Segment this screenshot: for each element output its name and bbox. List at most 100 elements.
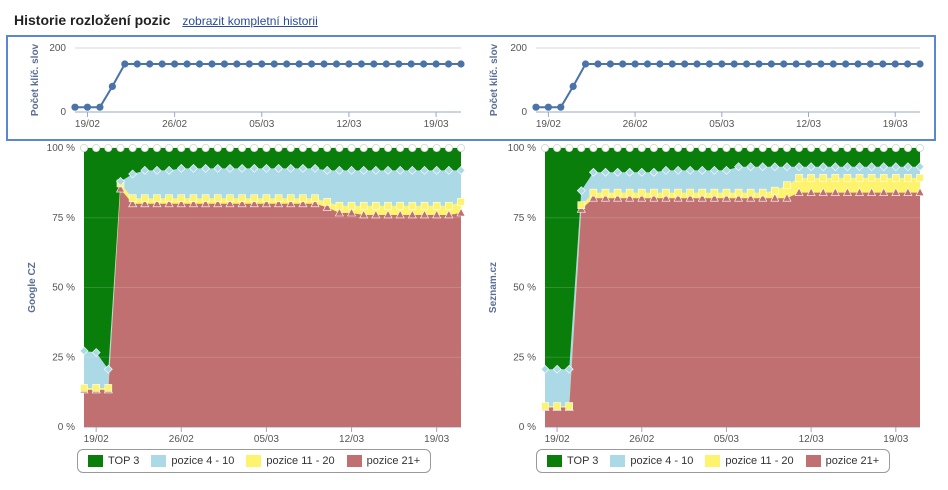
pozice-4-10-point xyxy=(649,167,659,177)
data-point xyxy=(767,60,775,68)
pozice-4-10-point xyxy=(359,165,369,175)
data-point xyxy=(283,60,291,68)
legend-seznam: TOP 3 pozice 4 - 10 pozice 11 - 20 pozice 2… xyxy=(536,449,891,473)
top3-point xyxy=(819,143,828,152)
pozice-11-20-point xyxy=(165,194,173,203)
pozice-11-20-point xyxy=(262,194,271,203)
data-point xyxy=(407,60,415,68)
legend-item[interactable]: TOP 3 xyxy=(88,455,139,467)
pozice-21-point xyxy=(637,193,647,202)
legend-item[interactable]: pozice 4 - 10 xyxy=(610,455,693,467)
top3-point xyxy=(831,143,840,152)
pozice-21-point xyxy=(274,198,284,208)
pozice-21-point xyxy=(407,209,417,219)
pozice-21-point xyxy=(383,209,393,219)
pozice-11-20-point xyxy=(807,174,815,182)
pozice-11-20-point xyxy=(359,201,368,210)
pozice-4-10-point xyxy=(201,163,211,173)
data-point xyxy=(742,60,751,68)
area-pozice-21 xyxy=(545,192,920,427)
pozice-4-10-point xyxy=(237,163,247,173)
pozice-4-10-point xyxy=(79,346,89,356)
legend-item[interactable]: pozice 21+ xyxy=(805,455,879,467)
pozice-21-point xyxy=(685,193,695,202)
pozice-11-20-point xyxy=(445,201,453,210)
pozice-21-point xyxy=(201,198,211,208)
pozice-11-20-point xyxy=(819,174,828,182)
pozice-4-10-point xyxy=(625,167,635,177)
pozice-4-10-point xyxy=(564,364,574,374)
top3-point xyxy=(758,143,767,152)
y-tick-label: 0 xyxy=(521,107,527,118)
pozice-4-10-point xyxy=(891,162,901,172)
legend-item[interactable]: pozice 11 - 20 xyxy=(246,455,335,467)
pozice-11-20-point xyxy=(879,174,888,182)
top3-point xyxy=(359,143,368,152)
top3-point xyxy=(116,143,125,152)
top3-point xyxy=(177,143,186,152)
x-tick-label: 05/03 xyxy=(254,434,279,445)
pozice-21-point xyxy=(649,193,659,202)
pozice-11-20-point xyxy=(153,194,161,203)
data-point xyxy=(295,60,303,68)
data-point xyxy=(594,60,602,68)
data-point xyxy=(606,60,614,68)
pozice-21-point xyxy=(879,187,889,196)
top3-point xyxy=(916,143,925,152)
top3-point xyxy=(408,143,417,152)
legend-item[interactable]: TOP 3 xyxy=(547,455,598,467)
data-point xyxy=(183,60,191,68)
pozice-21-point xyxy=(770,193,780,202)
pozice-4-10-point xyxy=(261,163,271,173)
pozice-21-point xyxy=(140,198,150,208)
series-line xyxy=(536,63,920,109)
top3-point xyxy=(262,143,271,152)
legend-item[interactable]: pozice 11 - 20 xyxy=(705,455,794,467)
top3-point xyxy=(213,143,222,152)
x-tick-label: 26/02 xyxy=(169,434,194,445)
top3-point xyxy=(674,143,683,152)
pozice-4-10-point xyxy=(286,163,296,173)
legend-item[interactable]: pozice 4 - 10 xyxy=(151,455,234,467)
swatch-pozice-4-10 xyxy=(610,455,626,467)
top3-point xyxy=(613,143,622,152)
top3-point xyxy=(565,143,574,152)
pozice-4-10-point xyxy=(601,167,610,177)
swatch-pozice-4-10 xyxy=(151,455,167,467)
data-point xyxy=(792,60,800,68)
full-history-link[interactable]: zobrazit kompletní historii xyxy=(182,14,318,28)
pozice-21-point xyxy=(322,202,332,211)
pozice-21-point xyxy=(625,193,635,202)
pozice-4-10-point xyxy=(152,165,162,175)
legend-item[interactable]: pozice 21+ xyxy=(346,455,420,467)
pozice-4-10-point xyxy=(347,165,356,175)
x-tick-label: 19/02 xyxy=(75,119,100,130)
swatch-pozice-11-20 xyxy=(246,455,262,467)
top3-point xyxy=(152,143,161,152)
data-point xyxy=(532,103,540,111)
pozice-4-10-point xyxy=(164,165,174,175)
area-pozice-21 xyxy=(84,189,461,427)
series-line xyxy=(75,63,461,109)
pozice-11-20-point xyxy=(892,174,900,182)
pozice-21-point xyxy=(347,207,357,217)
y-tick-label: 100 % xyxy=(508,143,536,154)
pozice-11-20-point xyxy=(335,201,344,210)
pozice-21-point xyxy=(867,187,877,196)
data-point xyxy=(121,60,129,68)
pozice-4-10-point xyxy=(213,163,223,173)
top3-point xyxy=(189,143,198,152)
pozice-21-point xyxy=(661,193,671,202)
data-point xyxy=(320,60,328,68)
pozice-4-10-point xyxy=(395,165,405,175)
pozice-21-point xyxy=(830,187,840,196)
data-point xyxy=(817,60,825,68)
pozice-11-20-point xyxy=(601,188,610,197)
pozice-21-point xyxy=(298,198,308,208)
top3-point xyxy=(782,143,791,152)
x-tick-label: 12/03 xyxy=(799,434,824,445)
data-point xyxy=(395,60,403,68)
pozice-11-20-point xyxy=(128,194,137,203)
data-point xyxy=(96,103,104,111)
